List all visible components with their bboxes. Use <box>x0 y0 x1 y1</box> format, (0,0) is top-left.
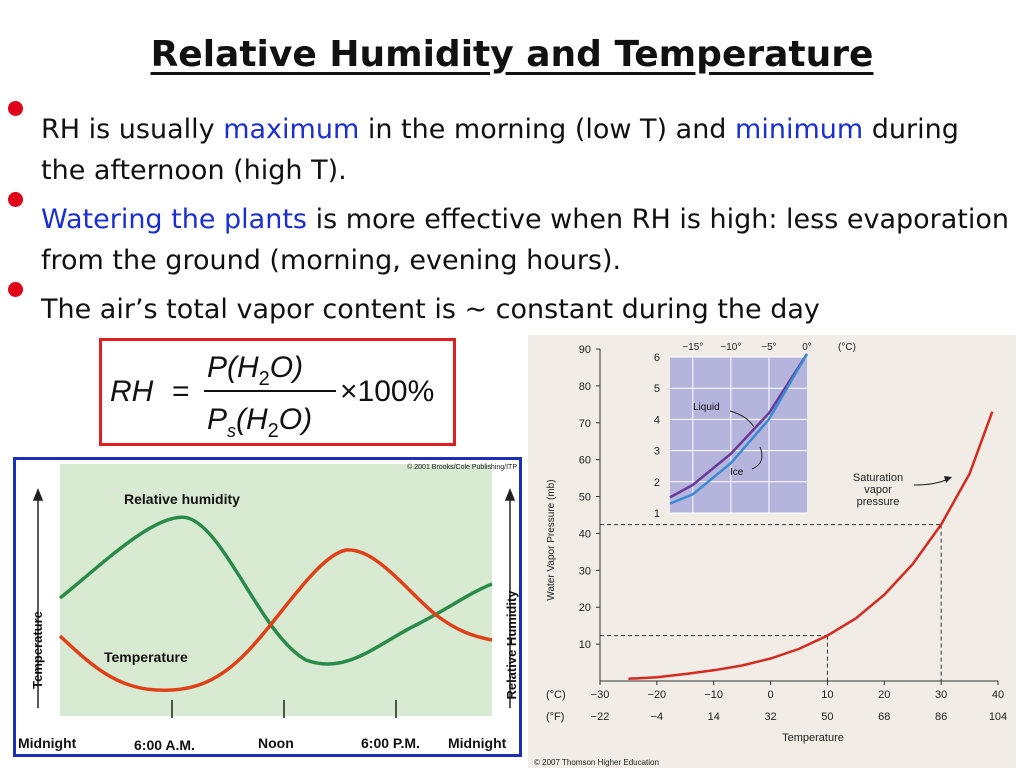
y-tick-label-80: 80 <box>579 381 591 393</box>
x-tick-label-f: −4 <box>651 711 664 723</box>
y-tick-label-40: 40 <box>579 528 591 540</box>
time-label-noon: Noon <box>258 735 294 751</box>
x-tick-label-f: 32 <box>764 711 776 723</box>
formula-numerator: P(H2O) <box>207 351 303 390</box>
x-tick-label-c: −20 <box>648 689 667 701</box>
highlight-maximum: maximum <box>223 114 360 145</box>
highlight-minimum: minimum <box>735 114 864 145</box>
inset-label-liquid: Liquid <box>693 402 720 413</box>
liquid-curve <box>669 353 809 499</box>
x-tick-label-f: 50 <box>821 711 833 723</box>
ice-pointer <box>751 446 763 470</box>
highlight-watering: Watering the plants <box>41 204 307 235</box>
daily-cycle-chart: © 2001 Brooks/Cole Publishing/ITP Temper… <box>18 463 519 753</box>
bullet-dot <box>8 101 23 116</box>
left-axis-arrow <box>32 487 44 501</box>
x-tick-label-c: 20 <box>878 689 890 701</box>
daily-cycle-figure: © 2001 Brooks/Cole Publishing/ITP Temper… <box>13 457 522 757</box>
inset-y-tick-3: 3 <box>654 446 660 458</box>
x-tick-label-f: 68 <box>878 711 890 723</box>
inset-label-ice: Ice <box>730 467 744 478</box>
inset-y-tick-4: 4 <box>654 414 660 426</box>
x-tick-label-f: −22 <box>591 711 610 723</box>
y-tick-label-20: 20 <box>579 602 591 614</box>
y-tick-label-90: 90 <box>579 344 591 356</box>
x-tick-label-c: −10 <box>704 689 723 701</box>
liquid-pointer <box>729 410 755 428</box>
inset-x-tick-label: −5° <box>761 342 776 353</box>
page-title: Relative Humidity and Temperature <box>150 34 874 75</box>
annotation-pressure: pressure <box>857 496 900 508</box>
inset-x-tick-label: 0° <box>802 342 812 353</box>
inset-x-tick-label: −10° <box>720 342 741 353</box>
formula-equals: = <box>172 375 190 408</box>
bullet-text: in the morning (low T) and <box>359 114 736 145</box>
ice-curve <box>669 353 809 505</box>
time-label-midnight-2: Midnight <box>448 735 507 751</box>
rh-curve-label: Relative humidity <box>124 491 240 507</box>
formula-lhs: RH <box>110 375 154 408</box>
x-axis-title: Temperature <box>782 732 844 744</box>
y-axis-title: Water Vapor Pressure (mb) <box>546 479 557 600</box>
inset-x-tick-label: −15° <box>682 342 703 353</box>
daily-copyright: © 2001 Brooks/Cole Publishing/ITP <box>407 463 517 471</box>
x-tick-label-c: −30 <box>591 689 610 701</box>
rh-curve <box>58 515 493 666</box>
inset-y-tick-2: 2 <box>654 477 660 489</box>
formula-times-100: ×100% <box>340 375 434 408</box>
bullet-text: is more effective when RH is high: less … <box>41 204 1010 276</box>
y-tick-label-10: 10 <box>579 639 591 651</box>
bullet-vapor-content: The air’s total vapor content is ~ const… <box>41 289 1011 330</box>
right-axis-arrow <box>504 487 516 501</box>
x-tick-label-f: 86 <box>935 711 947 723</box>
annotation-arrow <box>913 478 949 486</box>
x-tick-label-c: 30 <box>935 689 947 701</box>
x-tick-label-c: 0 <box>768 689 774 701</box>
saturation-curve <box>628 411 994 681</box>
inset-y-tick-1: 1 <box>654 508 660 520</box>
rh-formula: RH = P(H2O) Ps(H2O) ×100% <box>110 351 434 442</box>
plot-background <box>60 464 492 716</box>
bullet-text: The air’s total vapor content is ~ const… <box>41 294 820 325</box>
y-tick-label-70: 70 <box>579 418 591 430</box>
time-label-6am: 6:00 A.M. <box>134 737 195 753</box>
inset-chart: 1 2 3 4 5 6 −15° −10° −5° 0° (°C) Liquid Ice <box>654 342 856 520</box>
x-unit-f: (°F) <box>546 711 564 723</box>
annotation-arrowhead <box>944 476 952 483</box>
bullet-dot <box>8 192 23 207</box>
inset-y-tick-5: 5 <box>654 383 660 395</box>
time-label-6pm: 6:00 P.M. <box>361 735 420 751</box>
vp-copyright: © 2007 Thomson Higher Education <box>534 758 659 767</box>
bullet-text: RH is usually <box>41 114 224 145</box>
x-tick-label-c: 40 <box>992 689 1004 701</box>
left-axis-label: Temperature <box>30 611 45 689</box>
x-tick-label-f: 14 <box>708 711 720 723</box>
inset-background <box>670 357 807 513</box>
temperature-curve <box>58 548 493 692</box>
temperature-curve-label: Temperature <box>104 649 188 665</box>
y-tick-label-60: 60 <box>579 455 591 467</box>
right-axis-label: Relative Humidity <box>504 590 519 700</box>
bullet-watering: Watering the plants is more effective wh… <box>41 199 1011 281</box>
inset-y-tick-6: 6 <box>654 352 660 364</box>
bullet-dot <box>8 282 23 297</box>
inset-x-tick-label: (°C) <box>838 342 856 353</box>
time-label-midnight: Midnight <box>18 735 77 751</box>
vapor-pressure-figure: 10 20 30 40 50 60 70 80 90 −30 −22 −20 −4 −10 14 0 32 10… <box>528 335 1016 768</box>
rh-formula-box: RH = P(H2O) Ps(H2O) ×100% <box>99 338 456 446</box>
bullet-rh-cycle: RH is usually maximum in the morning (lo… <box>41 109 1011 191</box>
x-tick-label-f: 104 <box>989 711 1007 723</box>
x-unit-c: (°C) <box>546 689 566 701</box>
y-tick-label-30: 30 <box>579 565 591 577</box>
y-tick-label-50: 50 <box>579 492 591 504</box>
annotation-saturation: Saturation <box>853 472 903 484</box>
annotation-vapor: vapor <box>864 484 892 496</box>
x-tick-label-c: 10 <box>821 689 833 701</box>
formula-denominator: Ps(H2O) <box>207 403 312 442</box>
bullet-text: during the afternoon (high T). <box>41 114 959 186</box>
